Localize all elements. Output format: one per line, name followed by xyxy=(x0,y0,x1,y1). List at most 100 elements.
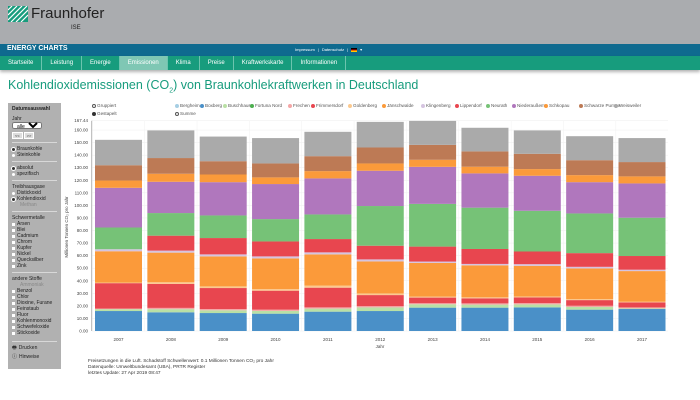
bar-segment-boxberg-2013[interactable] xyxy=(409,307,457,331)
next-year-button[interactable]: >> xyxy=(23,132,35,139)
bar-segment-buschhaus-2011[interactable] xyxy=(304,308,352,312)
bar-segment-frechen-2009[interactable] xyxy=(199,309,247,311)
year-select[interactable]: alle xyxy=(12,122,42,129)
bar-segment-buschhaus-2012[interactable] xyxy=(356,307,404,312)
bar-segment-frimmersdorf-2011[interactable] xyxy=(304,287,352,308)
bar-segment-klingenberg-2013[interactable] xyxy=(409,261,457,263)
bar-segment-frimmersdorf-2017[interactable] xyxy=(618,302,666,308)
bar-segment-buschhaus-2008[interactable] xyxy=(147,309,195,313)
bar-segment-jänschwalde-2007[interactable] xyxy=(95,251,142,283)
bar-segment-boxberg-2014[interactable] xyxy=(461,307,509,331)
bar-segment-goldenberg-2008[interactable] xyxy=(147,282,195,284)
legend-item-goldenberg[interactable]: Goldenberg xyxy=(348,103,377,108)
bar-segment-lippendorf-2010[interactable] xyxy=(252,241,300,257)
bar-segment-schkopau-2010[interactable] xyxy=(252,177,300,185)
bar-segment-schwarze-pumpe-2012[interactable] xyxy=(356,147,404,164)
radio-button[interactable] xyxy=(12,166,15,170)
bar-segment-buschhaus-2017[interactable] xyxy=(618,308,666,310)
radio-button[interactable] xyxy=(12,147,15,151)
bar-segment-schkopau-2012[interactable] xyxy=(356,163,404,171)
bar-segment-frimmersdorf-2016[interactable] xyxy=(566,300,614,306)
bar-segment-buschhaus-2007[interactable] xyxy=(95,309,142,312)
bar-segment-goldenberg-2016[interactable] xyxy=(566,299,614,301)
radio-button[interactable] xyxy=(12,172,15,176)
checkbox[interactable] xyxy=(12,301,15,305)
bar-segment-weisweiler-2009[interactable] xyxy=(199,136,247,162)
bar-segment-frimmersdorf-2010[interactable] xyxy=(252,290,300,310)
bar-segment-niederaußem-2016[interactable] xyxy=(566,182,614,214)
bar-segment-neurath-2008[interactable] xyxy=(147,213,195,236)
bar-segment-buschhaus-2009[interactable] xyxy=(199,310,247,314)
legend-item-buschhaus[interactable]: Buschhaus xyxy=(223,103,251,108)
brand-title[interactable]: ENERGY CHARTS xyxy=(7,45,68,52)
bar-segment-klingenberg-2008[interactable] xyxy=(147,250,195,253)
legend-item-jänschwalde[interactable]: Jänschwalde xyxy=(382,103,414,108)
bar-segment-weisweiler-2014[interactable] xyxy=(461,127,509,152)
bar-segment-neurath-2011[interactable] xyxy=(304,214,352,240)
other-option[interactable]: Schwefeloxide xyxy=(12,324,57,330)
legend-item-schkopau[interactable]: Schkopau xyxy=(544,103,569,108)
legend-mode-stacked[interactable]: Gestapelt xyxy=(92,111,117,116)
legend-item-klingenberg[interactable]: Klingenberg xyxy=(421,103,451,108)
bar-segment-goldenberg-2009[interactable] xyxy=(199,286,247,289)
bar-segment-weisweiler-2007[interactable] xyxy=(95,139,142,166)
bar-segment-niederaußem-2008[interactable] xyxy=(147,181,195,214)
checkbox[interactable] xyxy=(12,289,15,293)
bar-segment-schwarze-pumpe-2009[interactable] xyxy=(199,161,247,175)
bar-segment-niederaußem-2015[interactable] xyxy=(513,175,561,211)
impressum-link[interactable]: Impressum xyxy=(295,47,315,52)
nav-tab-preise[interactable]: Preise xyxy=(200,56,234,70)
bar-segment-frimmersdorf-2009[interactable] xyxy=(199,288,247,310)
other-option[interactable]: Feinstaub xyxy=(12,306,57,312)
bar-segment-weisweiler-2010[interactable] xyxy=(252,138,300,164)
bar-segment-frechen-2017[interactable] xyxy=(618,307,666,309)
chevron-down-icon[interactable]: ▾ xyxy=(360,47,363,52)
other-option[interactable]: Fluor xyxy=(12,312,57,318)
bar-segment-jänschwalde-2017[interactable] xyxy=(618,271,666,302)
bar-segment-schwarze-pumpe-2011[interactable] xyxy=(304,156,352,172)
bar-segment-niederaußem-2011[interactable] xyxy=(304,178,352,215)
checkbox[interactable] xyxy=(12,258,15,262)
fraunhofer-logo[interactable]: Fraunhofer ISE xyxy=(8,6,104,31)
metal-option[interactable]: Zink xyxy=(12,263,57,269)
fuel-option[interactable]: Steinkohle xyxy=(12,152,57,158)
metal-option[interactable]: Quecksilber xyxy=(12,257,57,263)
metal-option[interactable]: Nickel xyxy=(12,251,57,257)
bar-segment-boxberg-2011[interactable] xyxy=(304,311,352,331)
bar-segment-schwarze-pumpe-2017[interactable] xyxy=(618,162,666,177)
bar-segment-boxberg-2008[interactable] xyxy=(147,312,195,331)
bar-segment-boxberg-2016[interactable] xyxy=(566,309,614,331)
bar-segment-weisweiler-2012[interactable] xyxy=(356,121,404,148)
bar-segment-neurath-2007[interactable] xyxy=(95,227,142,250)
bar-segment-schwarze-pumpe-2015[interactable] xyxy=(513,153,561,170)
legend-item-niederaußem[interactable]: Niederaußem xyxy=(512,103,545,108)
bar-segment-niederaußem-2007[interactable] xyxy=(95,187,142,228)
bar-segment-klingenberg-2015[interactable] xyxy=(513,264,561,266)
prev-year-button[interactable]: << xyxy=(12,132,23,139)
bar-segment-niederaußem-2010[interactable] xyxy=(252,184,300,220)
bar-segment-weisweiler-2008[interactable] xyxy=(147,130,195,159)
bar-segment-jänschwalde-2008[interactable] xyxy=(147,252,195,283)
bar-segment-frimmersdorf-2008[interactable] xyxy=(147,283,195,308)
nav-tab-emissionen[interactable]: Emissionen xyxy=(119,56,168,70)
legend-item-bergheim[interactable]: Bergheim xyxy=(175,103,200,108)
bar-segment-goldenberg-2011[interactable] xyxy=(304,285,352,288)
bar-segment-schkopau-2014[interactable] xyxy=(461,166,509,174)
bar-segment-frechen-2011[interactable] xyxy=(304,307,352,309)
bar-segment-buschhaus-2015[interactable] xyxy=(513,304,561,308)
checkbox[interactable] xyxy=(12,240,15,244)
bar-segment-schkopau-2007[interactable] xyxy=(95,180,142,188)
checkbox[interactable] xyxy=(12,228,15,232)
bar-segment-lippendorf-2015[interactable] xyxy=(513,251,561,265)
bar-segment-goldenberg-2007[interactable] xyxy=(95,282,142,284)
bar-segment-boxberg-2012[interactable] xyxy=(356,311,404,331)
bar-segment-goldenberg-2015[interactable] xyxy=(513,296,561,298)
bar-segment-frechen-2008[interactable] xyxy=(147,307,195,310)
mode-option[interactable]: spezifisch xyxy=(12,171,57,177)
bar-segment-jänschwalde-2013[interactable] xyxy=(409,262,457,297)
bar-segment-schkopau-2017[interactable] xyxy=(618,176,666,184)
nav-tab-kraftwerkskarte[interactable]: Kraftwerkskarte xyxy=(234,56,293,70)
bar-segment-weisweiler-2015[interactable] xyxy=(513,130,561,154)
bar-segment-niederaußem-2012[interactable] xyxy=(356,170,404,207)
bar-segment-schwarze-pumpe-2013[interactable] xyxy=(409,144,457,160)
